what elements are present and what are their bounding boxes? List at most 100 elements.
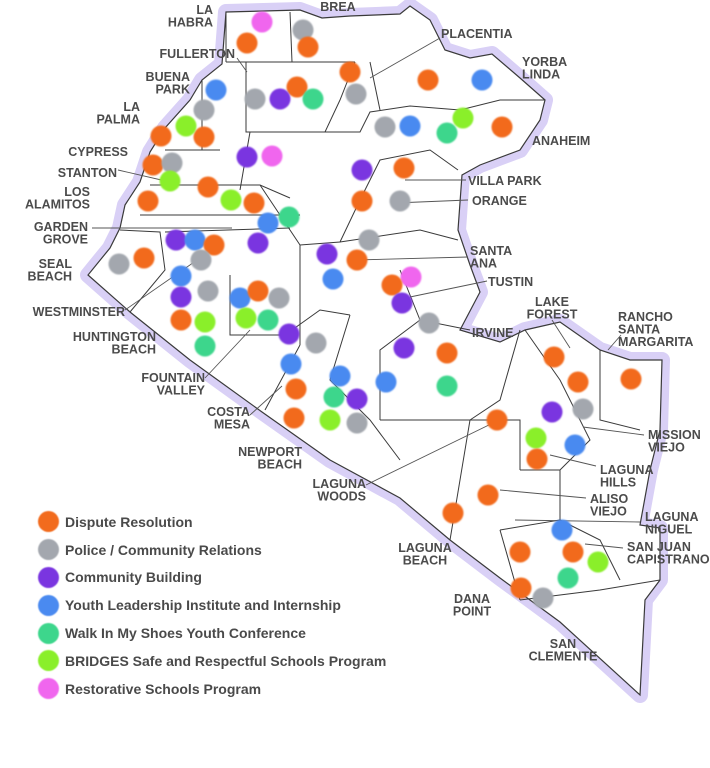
marker-walk	[557, 567, 579, 589]
marker-dispute	[133, 247, 155, 269]
city-border	[380, 419, 521, 470]
leader-line	[249, 385, 283, 416]
county-outline	[80, 0, 670, 703]
marker-dispute	[417, 69, 439, 91]
city-borders	[119, 11, 661, 601]
marker-dispute	[236, 32, 258, 54]
leader-line	[549, 454, 597, 467]
marker-police	[161, 152, 183, 174]
marker-walk	[194, 335, 216, 357]
marker-dispute	[197, 176, 219, 198]
marker-dispute	[339, 61, 361, 83]
marker-dispute	[247, 280, 269, 302]
city-label: LOS ALAMITOS	[25, 185, 90, 212]
leader-line	[499, 489, 587, 499]
city-border	[369, 61, 381, 111]
legend-dot-icon	[38, 511, 59, 533]
marker-police	[268, 287, 290, 309]
marker-dispute	[142, 154, 164, 176]
marker-youth	[399, 115, 421, 137]
city-border	[449, 329, 521, 541]
marker-community	[247, 232, 269, 254]
city-border	[245, 62, 545, 133]
marker-police	[374, 116, 396, 138]
legend-item-restorative: Restorative Schools Program	[38, 675, 386, 703]
legend-label: Dispute Resolution	[65, 513, 193, 530]
city-border	[379, 319, 421, 420]
marker-police	[190, 249, 212, 271]
city-label: GARDEN GROVE	[34, 220, 88, 247]
marker-dispute	[442, 502, 464, 524]
legend-dot-icon	[38, 539, 59, 561]
legend-label: Community Building	[65, 569, 202, 586]
marker-youth	[551, 519, 573, 541]
marker-bridges	[319, 409, 341, 431]
legend-dot-icon	[38, 650, 59, 672]
marker-dispute	[567, 371, 589, 393]
legend: Dispute Resolution Police / Community Rel…	[38, 508, 386, 703]
marker-bridges	[452, 107, 474, 129]
city-label: FOUNTAIN VALLEY	[141, 371, 205, 398]
marker-police	[193, 99, 215, 121]
legend-label: Restorative Schools Program	[65, 680, 262, 697]
leader-line	[514, 519, 641, 523]
marker-youth	[205, 79, 227, 101]
marker-youth	[564, 434, 586, 456]
marker-community	[269, 88, 291, 110]
marker-bridges	[235, 307, 257, 329]
marker-bridges	[175, 115, 197, 137]
marker-police	[108, 253, 130, 275]
city-label: CYPRESS	[68, 145, 128, 159]
marker-youth	[257, 212, 279, 234]
marker-community	[236, 146, 258, 168]
marker-youth	[280, 353, 302, 375]
leader-line	[584, 543, 624, 549]
marker-police	[346, 412, 368, 434]
city-label: RANCHO SANTA MARGARITA	[618, 310, 693, 349]
marker-dispute	[620, 368, 642, 390]
city-label: PLACENTIA	[441, 27, 513, 41]
marker-community	[316, 243, 338, 265]
marker-dispute	[285, 378, 307, 400]
city-label: SAN CLEMENTE	[529, 637, 598, 664]
legend-item-youth: Youth Leadership Institute and Internshi…	[38, 591, 386, 619]
city-label: LAGUNA NIGUEL	[645, 510, 698, 537]
city-label: STANTON	[58, 166, 117, 180]
legend-dot-icon	[38, 594, 59, 616]
marker-dispute	[346, 249, 368, 271]
marker-police	[292, 19, 314, 41]
city-label: HUNTINGTON BEACH	[73, 330, 156, 357]
city-label: SEAL BEACH	[28, 257, 73, 284]
city-label: IRVINE	[472, 326, 513, 340]
leader-line	[124, 257, 201, 311]
marker-walk	[257, 309, 279, 331]
city-label: ALISO VIEJO	[590, 492, 628, 519]
city-label: YORBA LINDA	[522, 55, 567, 82]
city-label: LA HABRA	[168, 3, 213, 30]
legend-item-dispute: Dispute Resolution	[38, 508, 386, 536]
legend-item-walk: Walk In My Shoes Youth Conference	[38, 619, 386, 647]
legend-item-police: Police / Community Relations	[38, 536, 386, 564]
marker-police	[197, 280, 219, 302]
marker-walk	[278, 206, 300, 228]
marker-youth	[184, 229, 206, 251]
leader-line	[551, 319, 571, 349]
marker-dispute	[243, 192, 265, 214]
marker-restorative	[251, 11, 273, 33]
marker-bridges	[159, 170, 181, 192]
city-label: ANAHEIM	[532, 134, 590, 148]
marker-youth	[375, 371, 397, 393]
marker-dispute	[150, 125, 172, 147]
leader-line	[409, 280, 488, 298]
marker-police	[532, 587, 554, 609]
marker-police	[572, 398, 594, 420]
marker-dispute	[286, 76, 308, 98]
leader-line	[204, 329, 251, 379]
marker-dispute	[193, 126, 215, 148]
marker-dispute	[393, 157, 415, 179]
marker-youth	[322, 268, 344, 290]
marker-police	[345, 83, 367, 105]
marker-dispute	[510, 577, 532, 599]
leader-line	[236, 57, 248, 73]
city-label: BUENA PARK	[146, 70, 190, 97]
